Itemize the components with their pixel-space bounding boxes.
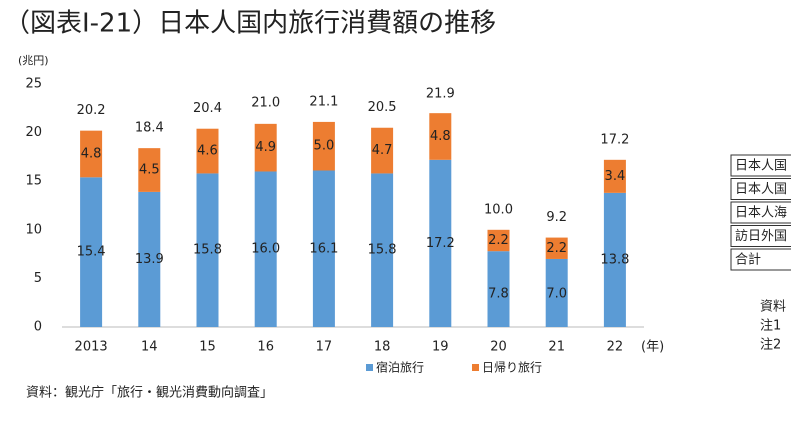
value-label: 13.9	[135, 252, 164, 267]
x-tick-label: 19	[432, 340, 449, 355]
side-table-cell	[730, 154, 791, 177]
bar-segment	[80, 177, 103, 327]
bar-segment	[254, 171, 277, 327]
bar-segment	[487, 251, 510, 327]
bar-segment	[312, 121, 335, 171]
x-tick-label: 14	[141, 340, 158, 355]
total-label: 21.1	[309, 94, 338, 109]
bar-segment	[80, 130, 103, 178]
bar-segment	[603, 192, 626, 327]
y-tick-label: 10	[25, 222, 42, 237]
value-label: 15.4	[77, 245, 106, 260]
side-table-cell	[730, 178, 791, 200]
value-label: 2.2	[546, 241, 567, 256]
bar-segment	[196, 173, 219, 327]
bar-segment	[487, 229, 510, 252]
value-label: 4.6	[197, 144, 218, 159]
chart-title: （図表Ⅰ-21）日本人国内旅行消費額の推移	[4, 9, 496, 39]
value-label: 4.7	[372, 143, 393, 158]
value-label: 15.8	[368, 243, 397, 258]
source: 資料：観光庁「旅行・観光消費動向調査」	[26, 385, 273, 401]
value-label: 16.1	[309, 241, 338, 256]
bar-segment	[371, 127, 394, 174]
total-label: 21.0	[251, 95, 280, 110]
side-note: 注2	[760, 338, 781, 353]
legend-swatch	[472, 364, 479, 371]
x-tick-label: 15	[199, 340, 216, 355]
x-unit: (年)	[641, 340, 664, 355]
bar-segment	[429, 159, 452, 327]
side-note: 資料	[760, 300, 786, 315]
bar-segment	[196, 128, 219, 174]
bar-segment	[138, 148, 161, 192]
value-label: 4.8	[81, 146, 102, 161]
side-table-cell	[730, 201, 791, 224]
total-label: 17.2	[600, 132, 629, 147]
bar-segment	[312, 170, 335, 327]
bar-segment	[545, 258, 568, 327]
value-label: 4.9	[255, 140, 276, 155]
x-tick-label: 22	[607, 340, 624, 355]
side-table-text: 訪日外国	[735, 228, 787, 244]
x-tick-label: 21	[548, 340, 565, 355]
y-unit: (兆円)	[18, 54, 49, 67]
y-tick-label: 25	[25, 77, 42, 92]
x-tick-label: 2013	[75, 340, 108, 355]
value-label: 4.5	[139, 163, 160, 178]
value-label: 4.8	[430, 129, 451, 144]
bar-segment	[545, 237, 568, 259]
total-label: 20.2	[77, 103, 106, 118]
y-tick-label: 20	[25, 125, 42, 140]
y-tick-label: 5	[34, 271, 42, 286]
value-label: 7.0	[546, 287, 567, 302]
y-tick-label: 0	[34, 320, 42, 335]
total-label: 18.4	[135, 121, 164, 136]
value-label: 13.8	[600, 252, 629, 267]
side-table-cell	[730, 248, 791, 271]
side-table-text: 日本人国	[735, 159, 787, 174]
bar-segment	[254, 123, 277, 172]
side-table-text: 日本人国	[735, 182, 787, 197]
value-label: 7.8	[488, 287, 509, 302]
side-table-text: 合計	[735, 252, 761, 268]
bar-segment	[603, 159, 626, 193]
legend-swatch	[366, 364, 373, 371]
value-label: 16.0	[251, 242, 280, 257]
legend-label: 日帰り旅行	[482, 361, 542, 375]
total-label: 20.5	[368, 100, 397, 115]
side-table-cell	[730, 225, 791, 247]
x-tick-label: 20	[490, 340, 507, 355]
legend-label: 宿泊旅行	[376, 360, 424, 375]
bar-segment	[138, 191, 161, 327]
bar-segment	[429, 113, 452, 160]
total-label: 9.2	[546, 210, 567, 225]
value-label: 17.2	[426, 236, 455, 251]
value-label: 5.0	[314, 139, 335, 154]
x-tick-label: 18	[374, 340, 391, 355]
value-label: 15.8	[193, 243, 222, 258]
value-label: 3.4	[605, 169, 626, 184]
value-label: 2.2	[488, 233, 509, 248]
side-note: 注1	[760, 319, 781, 334]
total-label: 21.9	[426, 87, 455, 102]
y-tick-label: 15	[25, 174, 42, 189]
x-tick-label: 17	[316, 340, 333, 355]
total-label: 10.0	[484, 202, 513, 217]
side-table-text: 日本人海	[735, 206, 787, 221]
bar-segment	[371, 173, 394, 327]
total-label: 20.4	[193, 101, 222, 116]
x-tick-label: 16	[257, 340, 274, 355]
